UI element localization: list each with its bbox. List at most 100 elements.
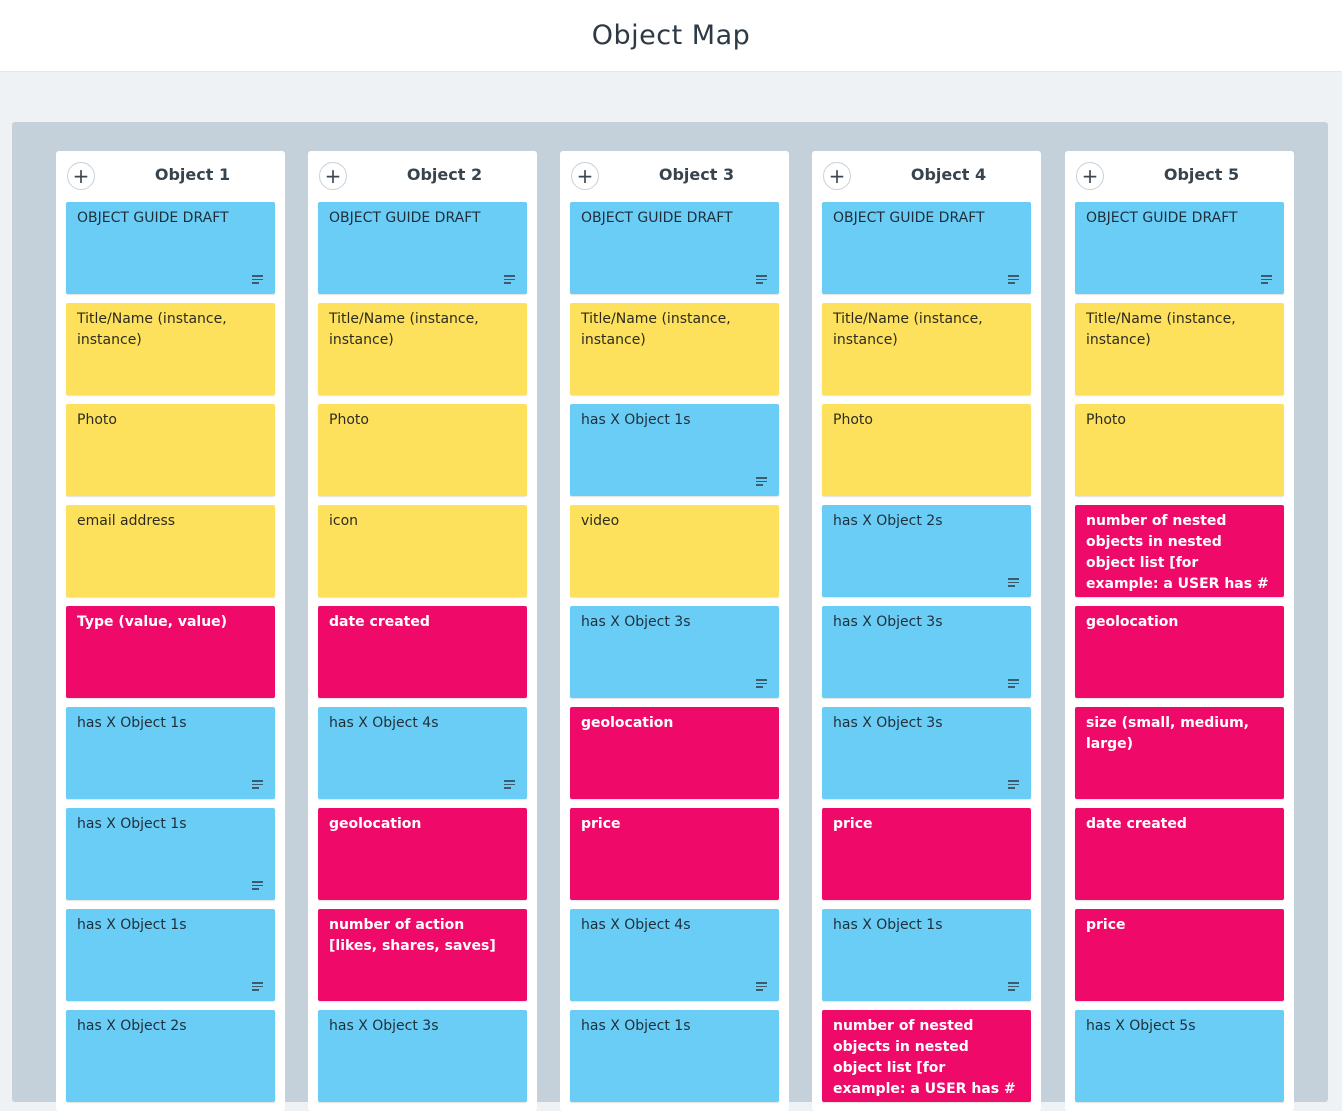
card[interactable]: video xyxy=(570,505,779,597)
card-text: has X Object 2s xyxy=(77,1018,187,1034)
card[interactable]: has X Object 1s xyxy=(822,909,1031,1001)
card[interactable]: has X Object 1s xyxy=(570,1010,779,1102)
card[interactable]: geolocation xyxy=(1075,606,1284,698)
card[interactable]: has X Object 1s xyxy=(66,909,275,1001)
card-text: number of action [likes, shares, saves] xyxy=(329,917,496,954)
plus-icon: + xyxy=(576,164,594,188)
card-list: OBJECT GUIDE DRAFT Title/Name (instance, … xyxy=(822,202,1031,1111)
column-object-1: + Object 1 OBJECT GUIDE DRAFT Title/Name (i… xyxy=(56,151,285,1111)
card[interactable]: OBJECT GUIDE DRAFT xyxy=(66,202,275,294)
card[interactable]: has X Object 3s xyxy=(822,707,1031,799)
card[interactable]: has X Object 4s xyxy=(318,707,527,799)
card[interactable]: has X Object 1s xyxy=(66,707,275,799)
description-icon xyxy=(252,982,263,991)
card[interactable]: number of nested objects in nested objec… xyxy=(822,1010,1031,1102)
card[interactable]: has X Object 3s xyxy=(822,606,1031,698)
card-text: has X Object 1s xyxy=(833,917,943,933)
card[interactable]: has X Object 3s xyxy=(318,1010,527,1102)
card[interactable]: price xyxy=(570,808,779,900)
card[interactable]: has X Object 5s xyxy=(1075,1010,1284,1102)
card[interactable]: date created xyxy=(1075,808,1284,900)
card-text: video xyxy=(581,513,620,529)
column-header: + Object 3 xyxy=(560,151,789,201)
add-card-button[interactable]: + xyxy=(1076,162,1104,190)
card[interactable]: geolocation xyxy=(318,808,527,900)
card[interactable]: OBJECT GUIDE DRAFT xyxy=(318,202,527,294)
card[interactable]: Title/Name (instance, instance) xyxy=(822,303,1031,395)
card[interactable]: Title/Name (instance, instance) xyxy=(570,303,779,395)
card[interactable]: price xyxy=(822,808,1031,900)
column-object-4: + Object 4 OBJECT GUIDE DRAFT Title/Name (i… xyxy=(812,151,1041,1111)
card[interactable]: Photo xyxy=(1075,404,1284,496)
card[interactable]: has X Object 1s xyxy=(66,808,275,900)
card-text: Title/Name (instance, instance) xyxy=(833,311,983,348)
card-text: email address xyxy=(77,513,176,529)
card-text: OBJECT GUIDE DRAFT xyxy=(77,210,229,226)
card[interactable]: Photo xyxy=(66,404,275,496)
card-text: geolocation xyxy=(581,715,674,731)
card[interactable]: OBJECT GUIDE DRAFT xyxy=(822,202,1031,294)
description-icon xyxy=(756,477,767,486)
description-icon xyxy=(504,275,515,284)
card[interactable]: Title/Name (instance, instance) xyxy=(1075,303,1284,395)
plus-icon: + xyxy=(828,164,846,188)
description-icon xyxy=(1008,275,1019,284)
column-title[interactable]: Object 5 xyxy=(1163,165,1240,184)
card[interactable]: number of nested objects in nested objec… xyxy=(1075,505,1284,597)
card-text: Photo xyxy=(833,412,873,428)
column-header: + Object 4 xyxy=(812,151,1041,201)
description-icon xyxy=(1008,578,1019,587)
card[interactable]: date created xyxy=(318,606,527,698)
card[interactable]: Photo xyxy=(318,404,527,496)
description-icon xyxy=(1008,679,1019,688)
card-text: price xyxy=(833,816,873,832)
card-text: Title/Name (instance, instance) xyxy=(77,311,227,348)
card[interactable]: email address xyxy=(66,505,275,597)
card[interactable]: price xyxy=(1075,909,1284,1001)
card-list: OBJECT GUIDE DRAFT Title/Name (instance, … xyxy=(318,202,527,1111)
description-icon xyxy=(1008,982,1019,991)
card[interactable]: has X Object 2s xyxy=(66,1010,275,1102)
add-card-button[interactable]: + xyxy=(823,162,851,190)
card[interactable]: OBJECT GUIDE DRAFT xyxy=(1075,202,1284,294)
card[interactable]: has X Object 2s xyxy=(822,505,1031,597)
column-object-3: + Object 3 OBJECT GUIDE DRAFT Title/Name (i… xyxy=(560,151,789,1111)
card-text: number of nested objects in nested objec… xyxy=(833,1018,1016,1097)
column-title[interactable]: Object 2 xyxy=(406,165,483,184)
description-icon xyxy=(252,881,263,890)
column-title[interactable]: Object 4 xyxy=(910,165,987,184)
description-icon xyxy=(252,275,263,284)
card-list: OBJECT GUIDE DRAFT Title/Name (instance, … xyxy=(66,202,275,1111)
card[interactable]: Photo xyxy=(822,404,1031,496)
card-text: OBJECT GUIDE DRAFT xyxy=(1086,210,1238,226)
card[interactable]: OBJECT GUIDE DRAFT xyxy=(570,202,779,294)
card[interactable]: Type (value, value) xyxy=(66,606,275,698)
column-title[interactable]: Object 3 xyxy=(658,165,735,184)
add-card-button[interactable]: + xyxy=(571,162,599,190)
card-text: Type (value, value) xyxy=(77,614,228,630)
description-icon xyxy=(756,679,767,688)
card-text: has X Object 1s xyxy=(77,917,187,933)
column-title[interactable]: Object 1 xyxy=(154,165,231,184)
card-text: Photo xyxy=(329,412,369,428)
card[interactable]: has X Object 3s xyxy=(570,606,779,698)
column-object-2: + Object 2 OBJECT GUIDE DRAFT Title/Name (i… xyxy=(308,151,537,1111)
card-text: icon xyxy=(329,513,359,529)
card-text: Photo xyxy=(1086,412,1126,428)
card[interactable]: geolocation xyxy=(570,707,779,799)
top-bar: Object Map xyxy=(0,0,1342,72)
card-text: Title/Name (instance, instance) xyxy=(581,311,731,348)
card[interactable]: Title/Name (instance, instance) xyxy=(66,303,275,395)
plus-icon: + xyxy=(1081,164,1099,188)
card[interactable]: has X Object 4s xyxy=(570,909,779,1001)
card[interactable]: icon xyxy=(318,505,527,597)
card-text: OBJECT GUIDE DRAFT xyxy=(581,210,733,226)
card-text: date created xyxy=(329,614,430,630)
add-card-button[interactable]: + xyxy=(319,162,347,190)
card-text: OBJECT GUIDE DRAFT xyxy=(833,210,985,226)
card[interactable]: Title/Name (instance, instance) xyxy=(318,303,527,395)
card[interactable]: has X Object 1s xyxy=(570,404,779,496)
add-card-button[interactable]: + xyxy=(67,162,95,190)
card[interactable]: size (small, medium, large) xyxy=(1075,707,1284,799)
card[interactable]: number of action [likes, shares, saves] xyxy=(318,909,527,1001)
